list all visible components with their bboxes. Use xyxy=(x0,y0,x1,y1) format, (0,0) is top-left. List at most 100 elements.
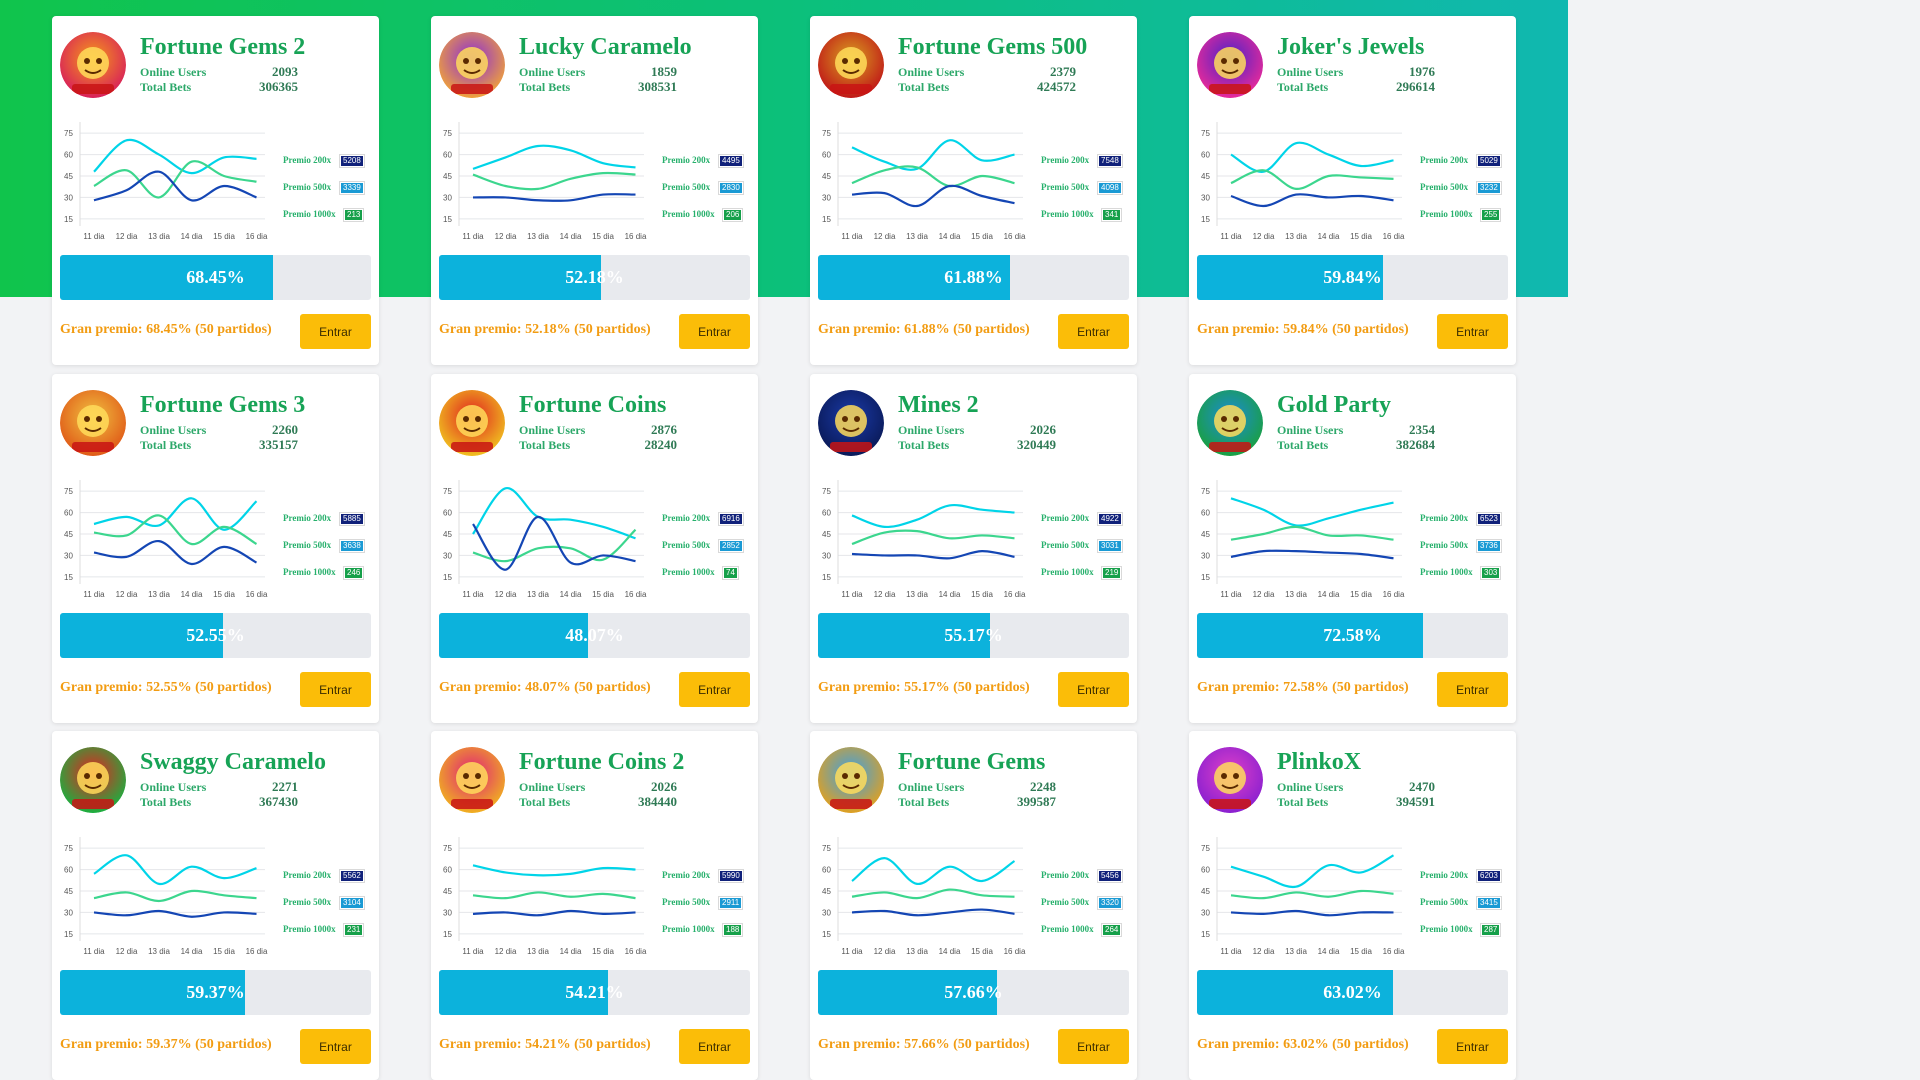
trend-chart: 75 60 45 30 15 11 dia 12 dia 13 dia 14 dia 15 dia… xyxy=(443,122,647,241)
progress-percent: 63.02% xyxy=(1323,982,1382,1002)
game-avatar[interactable] xyxy=(1197,32,1263,98)
series-line-premio-200x xyxy=(1230,854,1395,889)
online-users-value: 1976 xyxy=(1409,64,1435,79)
progress-fill xyxy=(1197,613,1423,658)
coin-icon xyxy=(439,390,505,456)
x-tick-label: 11 dia xyxy=(841,232,863,241)
total-bets-value: 28240 xyxy=(644,437,678,452)
x-tick-label: 14 dia xyxy=(1318,232,1340,241)
enter-button[interactable]: Entrar xyxy=(679,314,750,349)
y-tick-label: 60 xyxy=(822,509,831,518)
caramel-dog-icon xyxy=(60,747,126,813)
premio-count-badge: 3339 xyxy=(339,181,365,195)
total-bets-label: Total Bets xyxy=(1277,438,1329,452)
game-avatar[interactable] xyxy=(1197,390,1263,456)
progress-fill xyxy=(60,255,273,300)
game-title: Fortune Gems 2 xyxy=(140,34,306,60)
y-tick-label: 15 xyxy=(443,573,452,582)
game-avatar[interactable] xyxy=(818,390,884,456)
online-users-value: 2470 xyxy=(1409,779,1435,794)
y-tick-label: 30 xyxy=(1201,551,1210,560)
y-tick-label: 60 xyxy=(443,509,452,518)
enter-button[interactable]: Entrar xyxy=(1437,672,1508,707)
game-card: Mines 2 Online Users Total Bets 2026 320449 7… xyxy=(810,374,1137,723)
y-tick-label: 75 xyxy=(822,129,831,138)
enter-button[interactable]: Entrar xyxy=(300,1029,371,1064)
y-tick-label: 60 xyxy=(822,151,831,160)
total-bets-value: 306365 xyxy=(259,79,298,94)
x-tick-label: 15 dia xyxy=(971,232,993,241)
x-tick-label: 16 dia xyxy=(246,232,268,241)
x-tick-label: 14 dia xyxy=(939,590,961,599)
y-tick-label: 30 xyxy=(64,908,73,917)
game-card: Fortune Gems 3 Online Users Total Bets 2260… xyxy=(52,374,379,723)
enter-button[interactable]: Entrar xyxy=(300,314,371,349)
game-avatar[interactable] xyxy=(439,32,505,98)
game-avatar[interactable] xyxy=(60,747,126,813)
premio-count-badge: 303 xyxy=(1479,566,1502,580)
total-bets-value: 335157 xyxy=(259,437,298,452)
series-line-premio-500x xyxy=(93,514,258,546)
trend-chart: 75 60 45 30 15 11 dia 12 dia 13 dia 14 dia 15 dia… xyxy=(1201,480,1405,599)
progress-fill xyxy=(818,613,990,658)
coin-icon xyxy=(439,747,505,813)
x-tick-label: 13 dia xyxy=(527,590,549,599)
game-avatar[interactable] xyxy=(439,390,505,456)
enter-button[interactable]: Entrar xyxy=(1058,314,1129,349)
premio-count-badge: 74 xyxy=(722,566,739,580)
y-tick-label: 45 xyxy=(822,530,831,539)
progress-percent: 57.66% xyxy=(944,982,1003,1002)
series-line-premio-200x xyxy=(1230,497,1394,527)
x-tick-label: 15 dia xyxy=(592,232,614,241)
game-avatar[interactable] xyxy=(60,32,126,98)
win-rate-progress: 52.18% xyxy=(439,255,750,300)
premio-label: Premio 200x xyxy=(662,870,711,880)
premio-label: Premio 200x xyxy=(283,513,332,523)
enter-button[interactable]: Entrar xyxy=(679,672,750,707)
x-tick-label: 11 dia xyxy=(1220,590,1242,599)
premio-label: Premio 1000x xyxy=(1041,567,1094,577)
enter-button[interactable]: Entrar xyxy=(1437,1029,1508,1064)
win-rate-progress: 54.21% xyxy=(439,970,750,1015)
premio-label: Premio 1000x xyxy=(662,924,715,934)
enter-button[interactable]: Entrar xyxy=(300,672,371,707)
golden-idol-icon xyxy=(60,390,126,456)
game-avatar[interactable] xyxy=(818,747,884,813)
y-tick-label: 15 xyxy=(64,930,73,939)
trend-chart: 75 60 45 30 15 11 dia 12 dia 13 dia 14 dia 15 dia… xyxy=(443,480,647,599)
x-tick-label: 14 dia xyxy=(939,232,961,241)
game-avatar[interactable] xyxy=(818,32,884,98)
premio-label: Premio 1000x xyxy=(283,209,336,219)
enter-button[interactable]: Entrar xyxy=(1058,672,1129,707)
y-tick-label: 75 xyxy=(443,487,452,496)
y-tick-label: 75 xyxy=(1201,844,1210,853)
enter-button[interactable]: Entrar xyxy=(679,1029,750,1064)
y-tick-label: 75 xyxy=(64,844,73,853)
y-tick-label: 60 xyxy=(64,866,73,875)
progress-percent: 61.88% xyxy=(944,267,1003,287)
enter-button[interactable]: Entrar xyxy=(1058,1029,1129,1064)
game-avatar[interactable] xyxy=(1197,747,1263,813)
premio-count-badge: 264 xyxy=(1100,923,1123,937)
series-line-premio-1000x xyxy=(851,184,1015,208)
progress-fill xyxy=(60,613,224,658)
y-tick-label: 15 xyxy=(1201,573,1210,582)
total-bets-value: 296614 xyxy=(1396,79,1435,94)
game-title: Swaggy Caramelo xyxy=(140,749,326,775)
progress-percent: 48.07% xyxy=(565,625,624,645)
x-tick-label: 14 dia xyxy=(181,947,203,956)
game-title: Joker's Jewels xyxy=(1277,34,1425,60)
premio-count-badge: 6523 xyxy=(1476,512,1502,526)
game-title: Fortune Coins xyxy=(519,392,667,418)
x-tick-label: 16 dia xyxy=(1004,590,1026,599)
trend-chart: 75 60 45 30 15 11 dia 12 dia 13 dia 14 dia 15 dia… xyxy=(443,837,647,956)
series-line-premio-1000x xyxy=(1230,193,1394,208)
x-tick-label: 14 dia xyxy=(560,232,582,241)
enter-button[interactable]: Entrar xyxy=(1437,314,1508,349)
premio-label: Premio 1000x xyxy=(1420,209,1473,219)
total-bets-value: 399587 xyxy=(1017,794,1056,809)
game-avatar[interactable] xyxy=(60,390,126,456)
trend-chart: 75 60 45 30 15 11 dia 12 dia 13 dia 14 dia 15 dia… xyxy=(1201,122,1405,241)
game-avatar[interactable] xyxy=(439,747,505,813)
y-tick-label: 15 xyxy=(64,573,73,582)
